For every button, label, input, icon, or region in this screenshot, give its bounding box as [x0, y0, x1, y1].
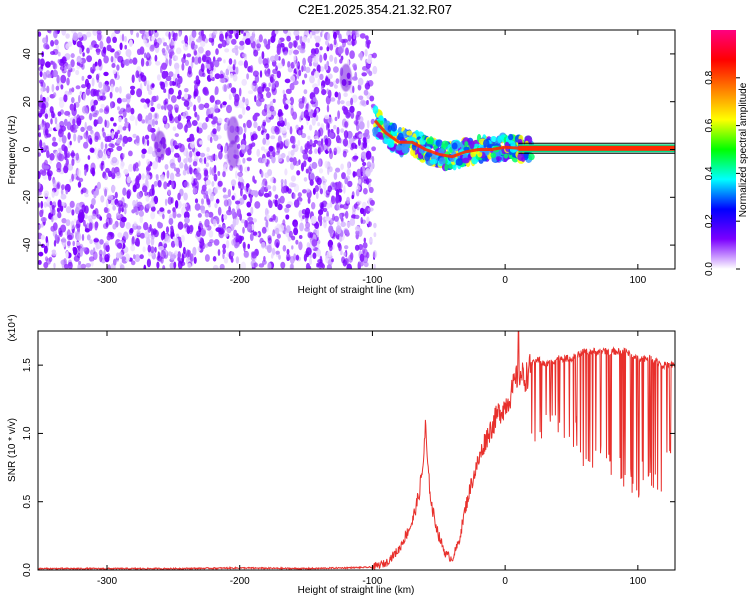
spectrogram-y-tick-label: -20	[22, 190, 33, 205]
snr-y-multiplier: (x10⁴)	[7, 314, 18, 341]
spectrogram-y-tick-label: -40	[22, 237, 33, 252]
spectrogram-x-tick-label: -200	[230, 275, 250, 286]
colorbar-tick-label: 0.2	[704, 214, 715, 228]
colorbar: 0.0 0.2 0.4 0.6 0.8 Normalized spectral ampl…	[704, 30, 749, 276]
spectrogram-y-tick-label: 40	[22, 48, 33, 60]
snr-x-tick-label: -300	[97, 576, 117, 587]
snr-ticks: -300 -200 -100 0 100 0.0 0.5 1.0 1.5	[22, 331, 675, 587]
spectrogram-y-tick-label: 0	[22, 146, 33, 152]
spectrogram-x-axis-label: Height of straight line (km)	[298, 285, 415, 296]
snr-series-line	[38, 331, 675, 570]
snr-x-tick-label: -100	[362, 576, 382, 587]
snr-y-tick-label: 0.0	[22, 563, 33, 577]
colorbar-tick-label: 0.4	[704, 166, 715, 180]
spectrogram-y-axis-label: Frequency (Hz)	[7, 116, 18, 185]
snr-frame	[37, 330, 676, 571]
colorbar-tick-label: 0.0	[704, 262, 715, 276]
spectrogram-x-tick-label: -100	[362, 275, 382, 286]
spectrogram-x-tick-label: -300	[97, 275, 117, 286]
snr-x-tick-label: 100	[629, 576, 646, 587]
snr-y-tick-label: 1.5	[22, 358, 33, 372]
colorbar-label: Normalized spectral amplitude	[738, 82, 749, 217]
spectrogram-y-tick-label: 20	[22, 96, 33, 108]
spectrogram-x-tick-label: 100	[629, 275, 646, 286]
snr-y-axis-label: SNR (10 * v/v)	[7, 418, 18, 482]
colorbar-tick-label: 0.6	[704, 118, 715, 132]
spectrogram-marks	[38, 30, 675, 269]
snr-marks	[38, 331, 675, 570]
snr-x-axis-label: Height of straight line (km)	[298, 585, 415, 596]
colorbar-ticks: 0.0 0.2 0.4 0.6 0.8	[704, 70, 740, 276]
spectrogram-x-tick-label: 0	[502, 275, 508, 286]
snr-x-tick-label: -200	[230, 576, 250, 587]
snr-x-tick-label: 0	[502, 576, 508, 587]
spectrogram-noise	[38, 30, 378, 269]
snr-panel: -300 -200 -100 0 100 0.0 0.5 1.0 1.5 Height of s…	[7, 314, 676, 596]
colorbar-gradient	[711, 30, 736, 269]
colorbar-tick-label: 0.8	[704, 70, 715, 84]
figure-title: C2E1.2025.354.21.32.R07	[298, 2, 452, 17]
snr-y-tick-label: 0.5	[22, 494, 33, 508]
snr-y-tick-label: 1.0	[22, 426, 33, 440]
spectrogram-signal-track	[372, 105, 675, 172]
